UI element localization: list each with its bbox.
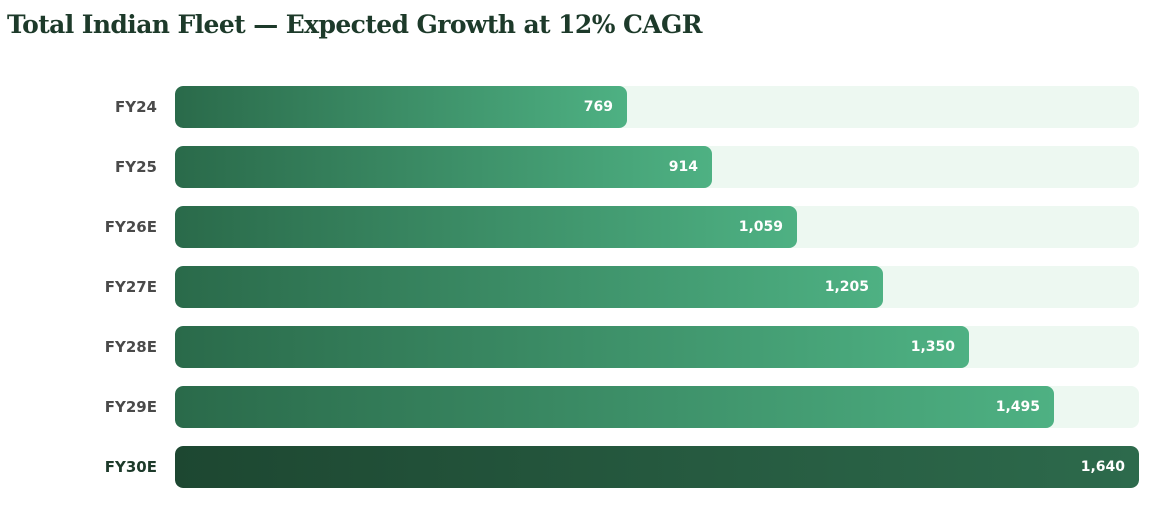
category-label: FY24 — [115, 98, 157, 116]
chart-title: Total Indian Fleet — Expected Growth at … — [7, 10, 703, 39]
bar-track: 1,495 — [175, 386, 1139, 428]
bar-track: 1,350 — [175, 326, 1139, 368]
bar-track: 1,205 — [175, 266, 1139, 308]
bar-row: FY29E 1,495 — [0, 386, 1153, 428]
bar: 1,205 — [175, 266, 883, 308]
bar-row: FY26E 1,059 — [0, 206, 1153, 248]
value-label: 769 — [583, 99, 613, 115]
value-label: 1,350 — [910, 339, 955, 355]
bar: 1,640 — [175, 446, 1139, 488]
category-label: FY25 — [115, 158, 157, 176]
value-label: 1,059 — [738, 219, 783, 235]
value-label: 1,205 — [824, 279, 869, 295]
bar: 914 — [175, 146, 712, 188]
bar-track: 1,640 — [175, 446, 1139, 488]
category-label: FY26E — [104, 218, 157, 236]
bar-row: FY27E 1,205 — [0, 266, 1153, 308]
bar: 1,059 — [175, 206, 797, 248]
value-label: 1,495 — [995, 399, 1040, 415]
bar: 769 — [175, 86, 627, 128]
bar-row: FY30E 1,640 — [0, 446, 1153, 488]
value-label: 914 — [668, 159, 698, 175]
bar-row: FY25 914 — [0, 146, 1153, 188]
bar-track: 914 — [175, 146, 1139, 188]
category-label: FY27E — [104, 278, 157, 296]
value-label: 1,640 — [1080, 459, 1125, 475]
category-label: FY28E — [104, 338, 157, 356]
bar: 1,350 — [175, 326, 969, 368]
bar-track: 769 — [175, 86, 1139, 128]
category-label: FY30E — [104, 458, 157, 476]
bar: 1,495 — [175, 386, 1054, 428]
category-label: FY29E — [104, 398, 157, 416]
bar-row: FY24 769 — [0, 86, 1153, 128]
bar-track: 1,059 — [175, 206, 1139, 248]
bar-row: FY28E 1,350 — [0, 326, 1153, 368]
